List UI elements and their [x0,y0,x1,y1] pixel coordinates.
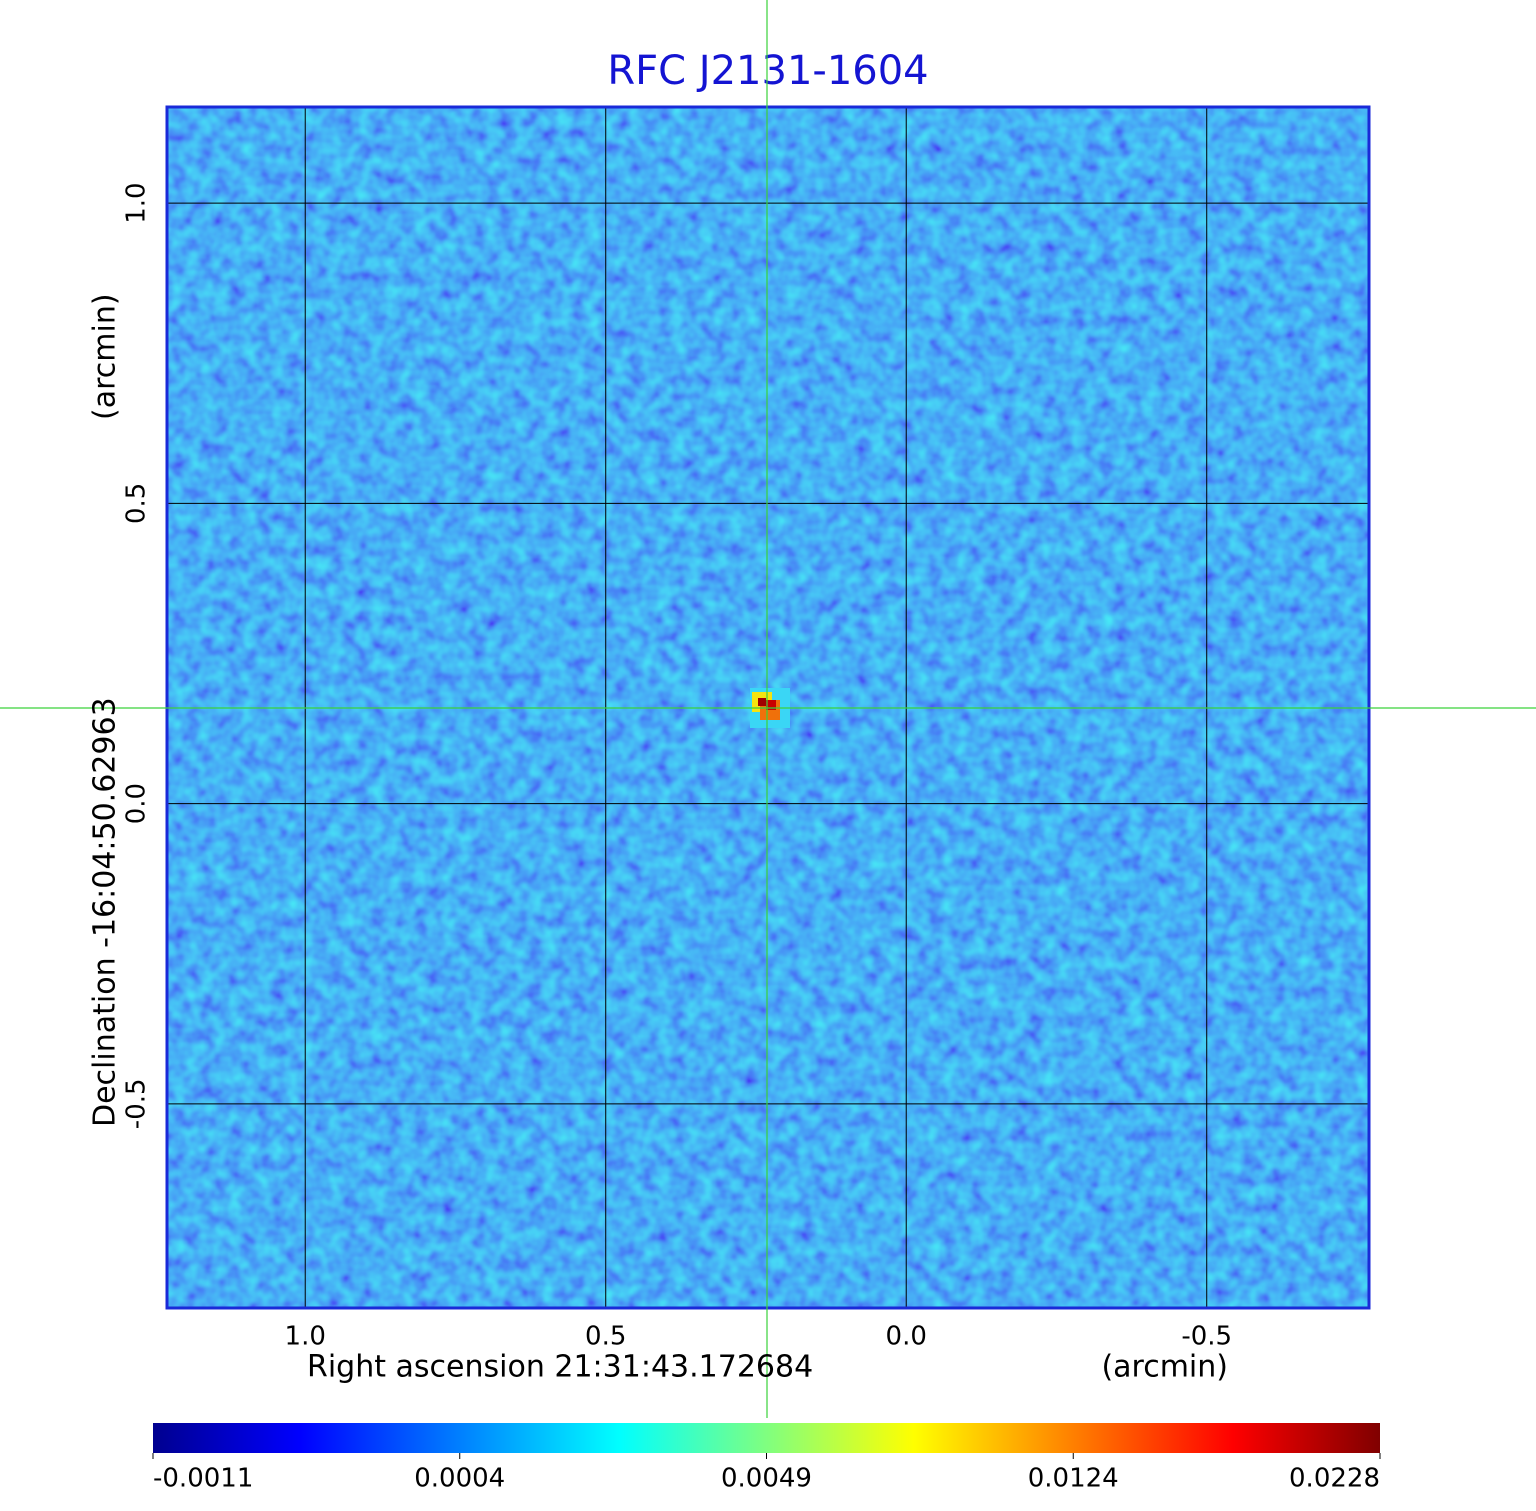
x-axis-unit: (arcmin) [1101,1350,1228,1385]
chart-title: RFC J2131-1604 [607,48,928,94]
source-pixel [758,698,766,706]
y-axis-label: Declination -16:04:50.62963 [88,697,123,1127]
colorbar-tick-label: 0.0124 [1028,1464,1119,1494]
y-tick-label: -0.5 [122,1078,152,1129]
x-tick-label: 0.0 [886,1322,927,1352]
source-pixel [766,700,776,710]
colorbar [153,1423,1380,1453]
colorbar-tick-label: 0.0049 [721,1464,812,1494]
y-tick-label: 0.5 [122,483,152,524]
x-axis-label: Right ascension 21:31:43.172684 [307,1350,813,1385]
x-tick-label: 0.5 [585,1322,626,1352]
colorbar-tick-label: 0.0228 [1289,1464,1380,1494]
y-tick-label: 1.0 [122,182,152,223]
colorbar-tick-label: 0.0004 [414,1464,505,1494]
x-tick-label: 1.0 [285,1322,326,1352]
y-axis-unit: (arcmin) [88,293,123,420]
colorbar-tick-label: -0.0011 [153,1464,253,1494]
x-tick-label: -0.5 [1181,1322,1232,1352]
y-tick-label: 0.0 [122,783,152,824]
